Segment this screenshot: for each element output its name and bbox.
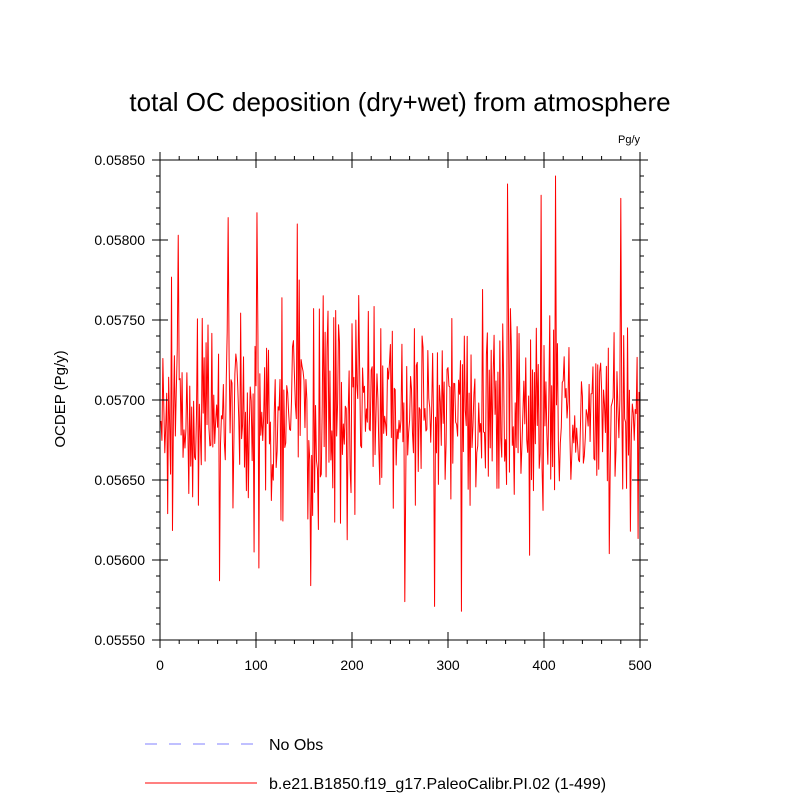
x-tick-label: 500 — [628, 657, 652, 673]
x-tick-label: 100 — [244, 657, 268, 673]
chart-title: total OC deposition (dry+wet) from atmos… — [129, 87, 670, 117]
series-line-model — [160, 175, 640, 612]
y-tick-label: 0.05800 — [94, 232, 145, 248]
y-axis-label: OCDEP (Pg/y) — [52, 350, 69, 447]
x-tick-label: 0 — [156, 657, 164, 673]
axes-group: 0 100 200 300 400 500 0.05550 0.05600 0.05650 0.0… — [94, 152, 652, 673]
legend: No Obs b.e21.B1850.f19_g17.PaleoCalibr.P… — [145, 737, 606, 793]
y-tick-label: 0.05850 — [94, 152, 145, 168]
y-tick-label: 0.05750 — [94, 312, 145, 328]
legend-label-no-obs: No Obs — [269, 737, 323, 754]
x-tick-label: 400 — [532, 657, 556, 673]
units-label: Pg/y — [618, 134, 641, 146]
x-tick-label: 300 — [436, 657, 460, 673]
series-group — [160, 175, 640, 612]
y-tick-label: 0.05650 — [94, 472, 145, 488]
y-tick-label: 0.05600 — [94, 552, 145, 568]
y-tick-label: 0.05700 — [94, 392, 145, 408]
x-tick-label: 200 — [340, 657, 364, 673]
y-tick-label: 0.05550 — [94, 632, 145, 648]
legend-label-model: b.e21.B1850.f19_g17.PaleoCalibr.PI.02 (1… — [269, 776, 606, 793]
